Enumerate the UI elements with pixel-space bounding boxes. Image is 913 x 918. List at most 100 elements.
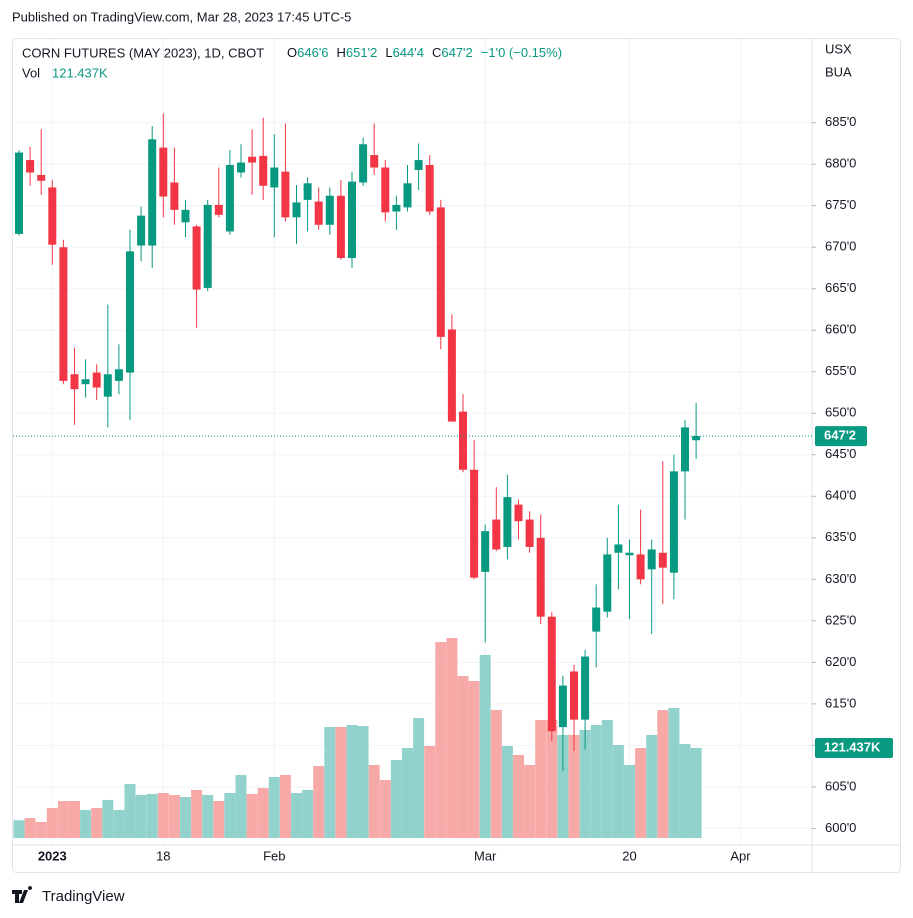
- volume-bar: [102, 799, 114, 838]
- volume-bar: [402, 748, 413, 838]
- plot: [13, 39, 812, 845]
- y-tick-label: 665'0: [825, 280, 856, 295]
- candle-body: [303, 183, 312, 200]
- candle-body: [92, 372, 101, 388]
- brand: TradingView: [42, 888, 125, 905]
- candle-body: [103, 374, 112, 397]
- y-tick-label: 655'0: [825, 363, 856, 378]
- change: −1'0 (−0.15%): [481, 45, 562, 60]
- candle-body: [359, 144, 368, 183]
- candle-body: [470, 469, 479, 578]
- volume-bar: [568, 734, 580, 838]
- y-tick-label: 630'0: [825, 571, 856, 586]
- candle-body: [425, 165, 434, 212]
- volume-bar: [35, 821, 47, 838]
- candle-body: [503, 497, 512, 547]
- candle-body: [403, 183, 412, 208]
- candle-body: [270, 167, 279, 188]
- candle-body: [159, 147, 168, 197]
- candle-body: [525, 519, 534, 547]
- candle-body: [436, 207, 445, 337]
- volume-bar: [668, 707, 680, 838]
- volume-bar: [646, 734, 658, 838]
- candle-body: [581, 656, 590, 720]
- candle-body: [292, 202, 301, 218]
- candle-body: [625, 552, 634, 556]
- y-tick-label: 620'0: [825, 654, 856, 669]
- x-tick-label: Apr: [730, 848, 751, 863]
- volume-bar: [579, 729, 591, 838]
- legend: CORN FUTURES (MAY 2023), 1D, CBOT O646'6…: [22, 45, 562, 80]
- volume-bar: [357, 725, 369, 838]
- volume-bar: [268, 776, 280, 838]
- volume-bar: [524, 764, 536, 838]
- volume-bar: [368, 764, 380, 838]
- volume-bar: [379, 780, 391, 838]
- volume-bar: [57, 801, 69, 838]
- volume-bar: [246, 793, 258, 838]
- volume-bar: [690, 747, 702, 838]
- candle-body: [392, 204, 401, 212]
- x-tick-label: 20: [622, 848, 636, 863]
- unit: BUA: [825, 64, 852, 79]
- volume-bar: [13, 820, 25, 838]
- volume-bar: [91, 807, 103, 838]
- y-tick-label: 615'0: [825, 695, 856, 710]
- volume-bar: [235, 774, 247, 838]
- candle-body: [170, 182, 179, 210]
- candle-body: [81, 379, 90, 385]
- candle-body: [614, 544, 623, 553]
- volume-bar: [146, 793, 158, 838]
- candle-body: [647, 549, 656, 570]
- volume-bar: [479, 654, 491, 838]
- candle-body: [181, 209, 190, 223]
- volume-bar: [335, 727, 347, 838]
- ohlc-value: 646'6: [297, 45, 328, 60]
- volume-bar: [424, 746, 436, 838]
- volume-bar: [46, 807, 58, 838]
- symbol: CORN FUTURES (MAY 2023), 1D, CBOT: [22, 45, 264, 60]
- candle-body: [636, 554, 645, 580]
- candle-body: [536, 537, 545, 617]
- y-tick-label: 635'0: [825, 529, 856, 544]
- y-tick-label: 645'0: [825, 446, 856, 461]
- y-tick-label: 640'0: [825, 488, 856, 503]
- chart-frame: [12, 38, 901, 873]
- candle-body: [547, 616, 556, 732]
- candle-body: [681, 427, 689, 472]
- y-tick-label: 605'0: [825, 778, 856, 793]
- candle-body: [325, 195, 334, 225]
- volume-bar: [69, 801, 80, 838]
- last-volume-box: [815, 737, 893, 758]
- y-tick-label: 685'0: [825, 114, 856, 129]
- volume-bar: [80, 809, 92, 838]
- candle-body: [59, 247, 68, 381]
- candle-body: [237, 162, 245, 173]
- last-price-label: 647'2: [824, 428, 856, 443]
- candle-body: [592, 607, 601, 632]
- candle-body: [214, 204, 223, 215]
- candle-body: [370, 155, 379, 168]
- ohlc-key: O: [287, 45, 297, 60]
- vol-key: Vol: [22, 65, 40, 80]
- x-tick-label: 18: [156, 848, 170, 863]
- x-tick-label: 2023: [38, 848, 67, 863]
- candle-body: [281, 171, 290, 218]
- candle-body: [192, 226, 201, 290]
- volume-bar: [513, 754, 524, 838]
- y-tick-label: 675'0: [825, 197, 856, 212]
- x-tick-label: Mar: [474, 848, 497, 863]
- y-tick-label: 670'0: [825, 239, 856, 254]
- volume-bar: [413, 717, 425, 838]
- candle-body: [137, 215, 146, 246]
- volume-bar: [113, 809, 125, 838]
- last-volume-label: 121.437K: [824, 739, 881, 754]
- candle-body: [336, 195, 345, 259]
- published-note: Published on TradingView.com, Mar 28, 20…: [12, 9, 351, 24]
- volume-bar: [257, 787, 269, 838]
- currency: USX: [825, 41, 852, 56]
- volume-bar: [624, 764, 635, 838]
- brand-logo: [12, 885, 33, 903]
- volume-bar: [202, 795, 214, 838]
- volume-bar: [168, 795, 180, 838]
